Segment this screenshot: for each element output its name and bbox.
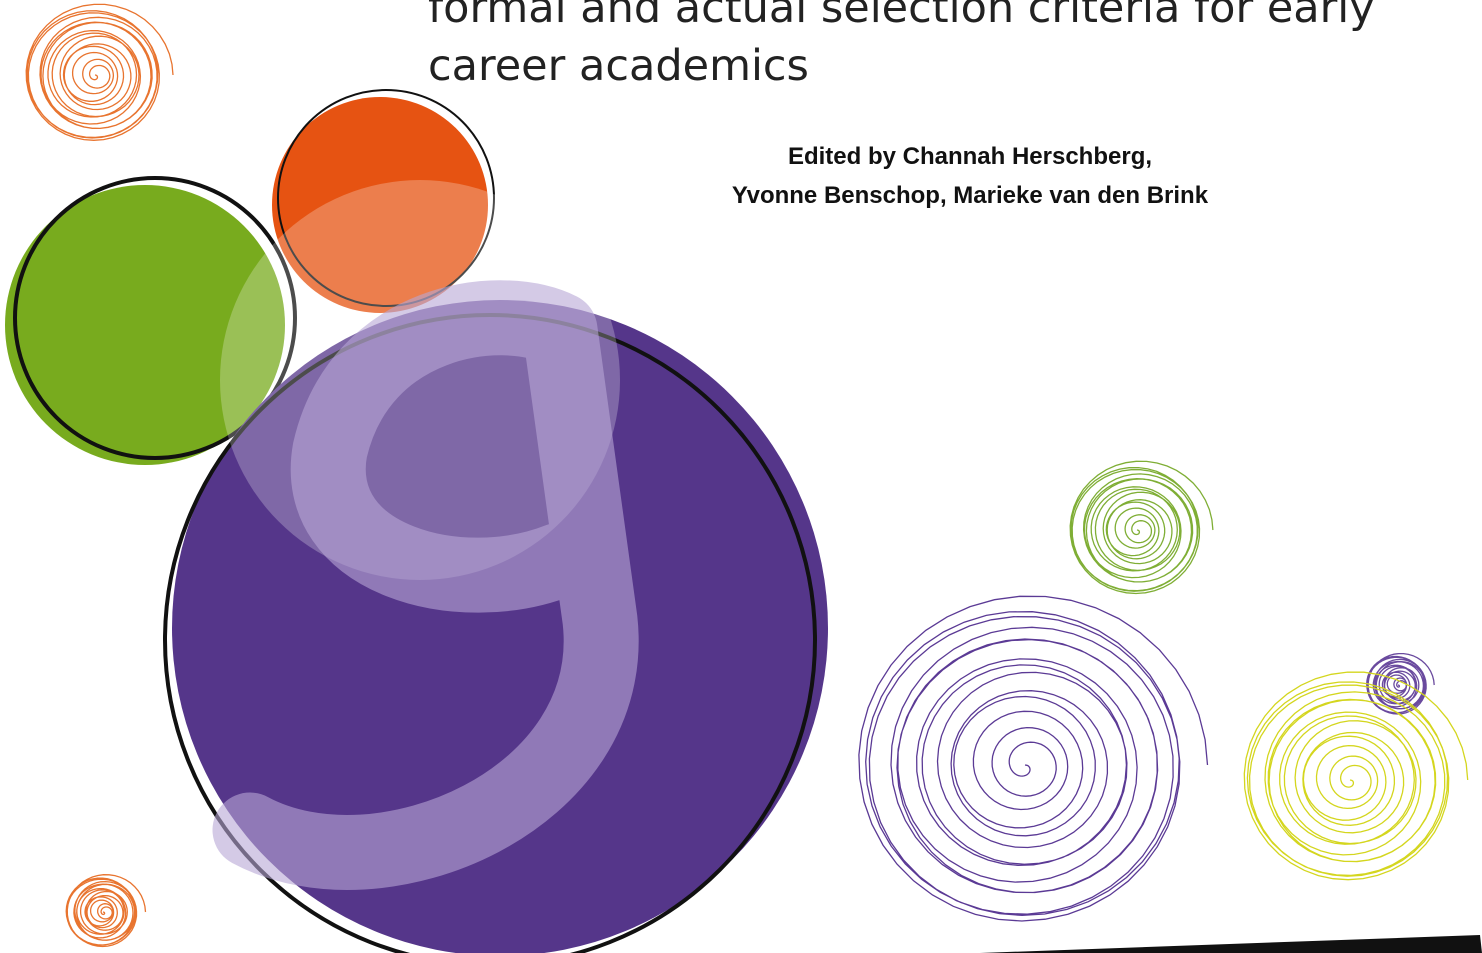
scribble [1069, 460, 1214, 595]
scribble [65, 874, 147, 948]
title-line: formal and actual selection criteria for… [428, 0, 1375, 33]
orange-outline [277, 89, 495, 307]
orange-circle [272, 97, 488, 313]
black-band [980, 935, 1482, 953]
scribble [25, 3, 174, 141]
editors-line: Yvonne Benschop, Marieke van den Brink [732, 182, 1209, 209]
title-line: career academics [428, 41, 809, 91]
editors-line: Edited by Channah Herschberg, [788, 143, 1152, 170]
green-circle [5, 185, 285, 465]
green-outline [13, 176, 297, 460]
scribble [1243, 671, 1469, 881]
circles [5, 89, 1482, 953]
scribble [858, 595, 1209, 922]
letter-g [212, 280, 639, 890]
